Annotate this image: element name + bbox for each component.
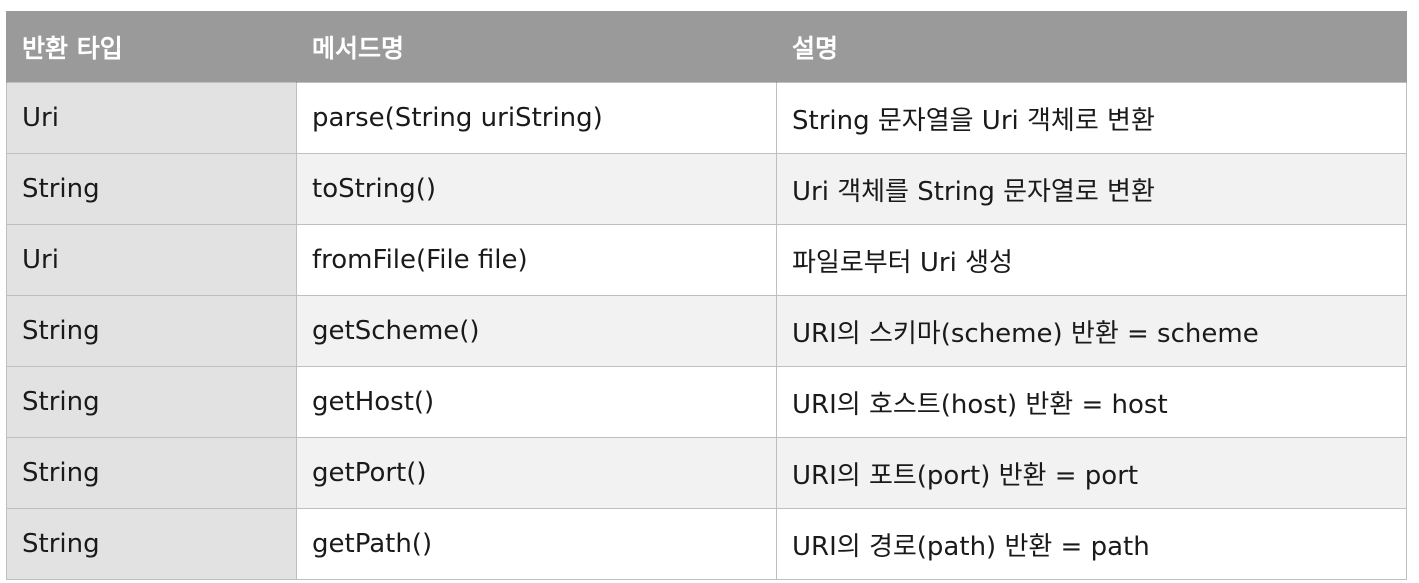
description-cell: URI의 포트(port) 반환 = port	[776, 437, 1407, 509]
method-name-cell: toString()	[296, 153, 777, 225]
table-row: String getHost() URI의 호스트(host) 반환 = hos…	[6, 366, 1407, 438]
header-return-type: 반환 타입	[6, 11, 297, 83]
table-row: String toString() Uri 객체를 String 문자열로 변환	[6, 153, 1407, 225]
description-cell: String 문자열을 Uri 객체로 변환	[776, 82, 1407, 154]
description-cell: URI의 호스트(host) 반환 = host	[776, 366, 1407, 438]
table-row: String getScheme() URI의 스키마(scheme) 반환 =…	[6, 295, 1407, 367]
return-type-cell: Uri	[6, 82, 297, 154]
method-name-cell: fromFile(File file)	[296, 224, 777, 296]
method-name-cell: parse(String uriString)	[296, 82, 777, 154]
return-type-cell: String	[6, 508, 297, 580]
uri-methods-table: 반환 타입 메서드명 설명 Uri parse(String uriString…	[6, 11, 1407, 580]
return-type-cell: String	[6, 366, 297, 438]
method-name-cell: getPort()	[296, 437, 777, 509]
description-cell: Uri 객체를 String 문자열로 변환	[776, 153, 1407, 225]
method-name-cell: getScheme()	[296, 295, 777, 367]
return-type-cell: String	[6, 295, 297, 367]
description-cell: URI의 경로(path) 반환 = path	[776, 508, 1407, 580]
header-description: 설명	[776, 11, 1407, 83]
table-row: Uri parse(String uriString) String 문자열을 …	[6, 82, 1407, 154]
return-type-cell: String	[6, 437, 297, 509]
return-type-cell: Uri	[6, 224, 297, 296]
table-row: String getPort() URI의 포트(port) 반환 = port	[6, 437, 1407, 509]
description-cell: URI의 스키마(scheme) 반환 = scheme	[776, 295, 1407, 367]
method-name-cell: getPath()	[296, 508, 777, 580]
table-row: Uri fromFile(File file) 파일로부터 Uri 생성	[6, 224, 1407, 296]
method-name-cell: getHost()	[296, 366, 777, 438]
description-cell: 파일로부터 Uri 생성	[776, 224, 1407, 296]
return-type-cell: String	[6, 153, 297, 225]
header-method-name: 메서드명	[296, 11, 777, 83]
header-row: 반환 타입 메서드명 설명	[6, 11, 1407, 83]
table-row: String getPath() URI의 경로(path) 반환 = path	[6, 508, 1407, 580]
